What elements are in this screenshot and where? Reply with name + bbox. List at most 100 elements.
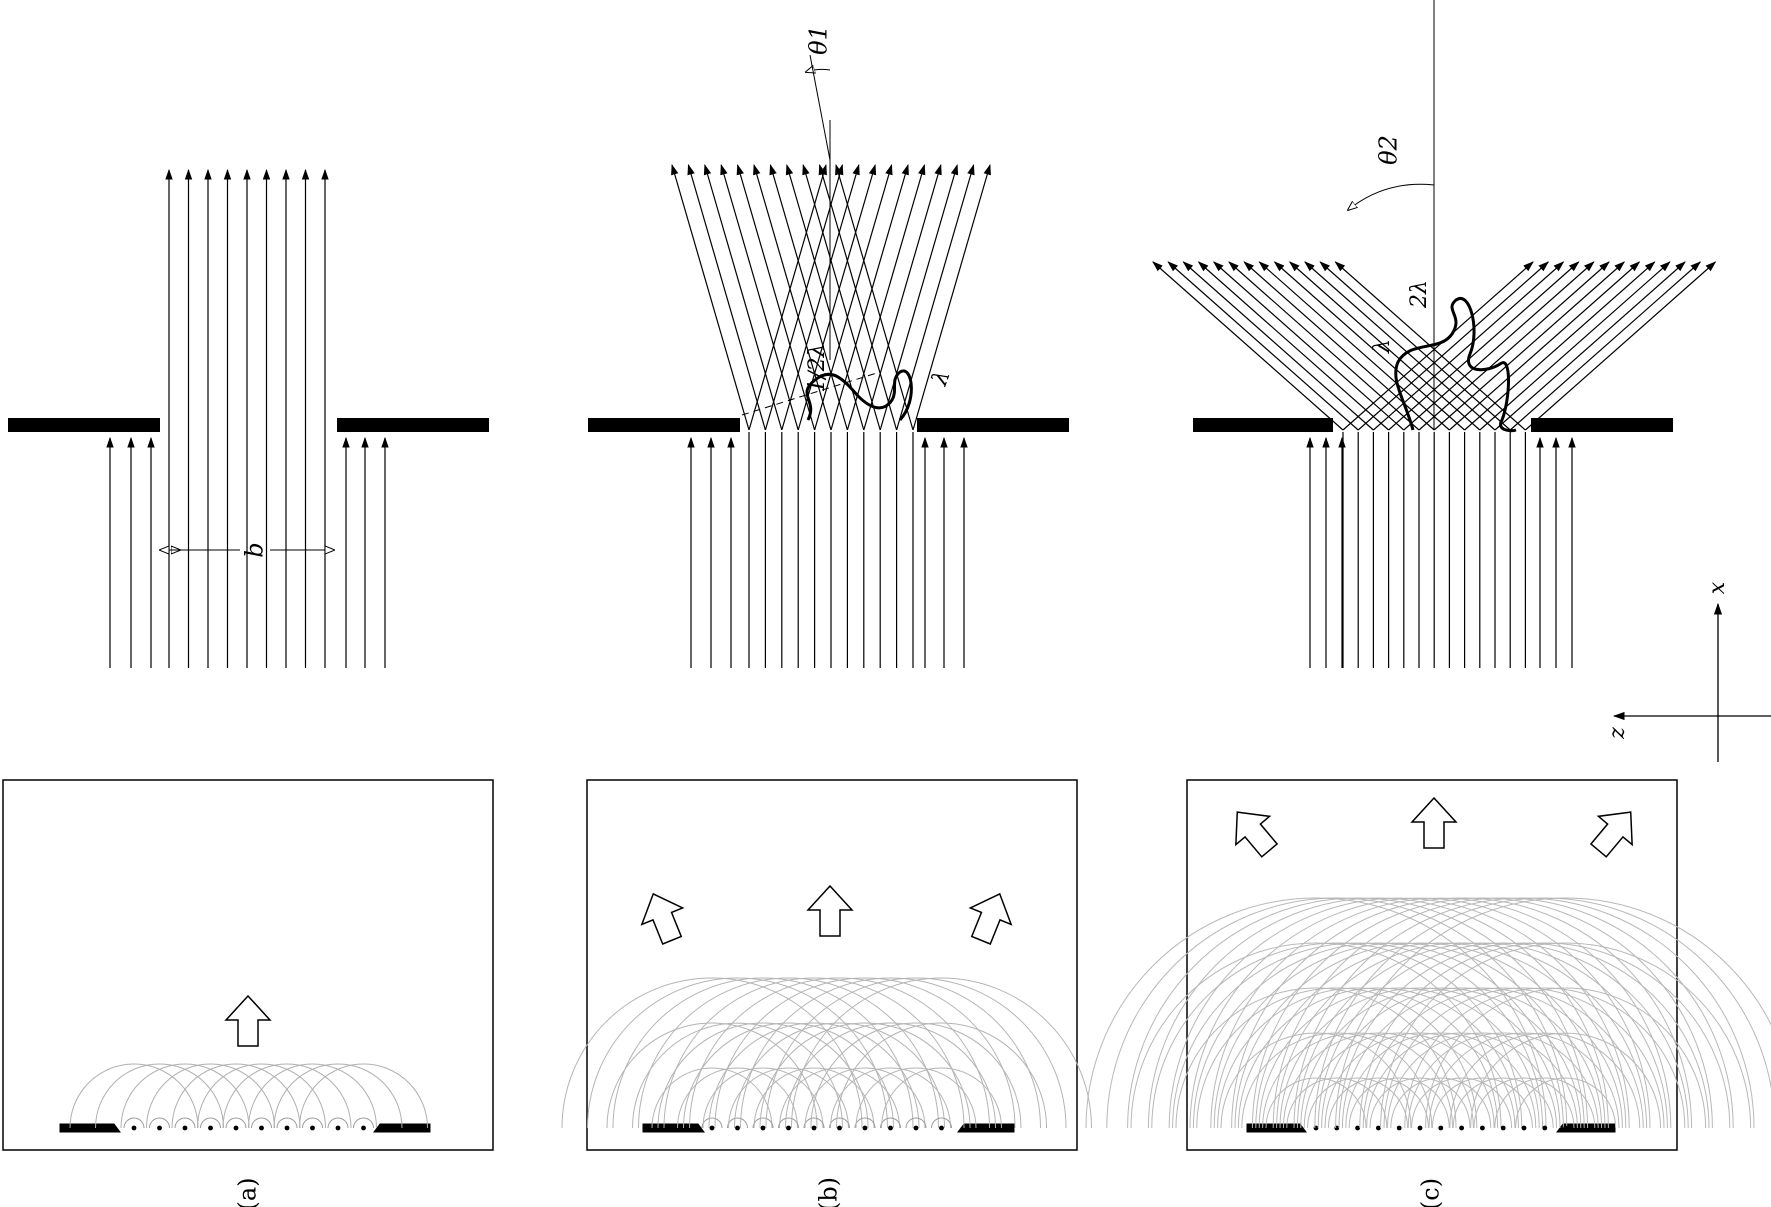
wavelets-a — [59, 994, 431, 1133]
wavelet-c-4-9 — [1272, 897, 1734, 1129]
ray-b-diag-left-1 — [687, 163, 766, 431]
ray-c-diag-right-6 — [1433, 261, 1626, 431]
wavelet-a-large-3 — [146, 1063, 275, 1129]
ray-c-diag-right-7 — [1449, 261, 1641, 431]
caption-a: (a) — [234, 1177, 262, 1207]
wavelet-b-2-3 — [638, 977, 939, 1129]
wavelet-c-3-12 — [1380, 942, 1752, 1129]
propagation-arrow-c-right — [1589, 811, 1633, 858]
frame-c — [1085, 779, 1771, 1151]
wavelet-b-2-6 — [714, 977, 1016, 1129]
wavelet-c-0-9 — [1452, 1077, 1554, 1129]
ray-b-diag-left-5 — [753, 163, 832, 431]
wavelet-a-small-8 — [327, 1117, 349, 1129]
wavelet-b-0-2 — [702, 1067, 824, 1129]
wavelet-c-2-5 — [1279, 987, 1561, 1129]
source-a-2 — [182, 1125, 188, 1131]
ray-b-diag-right-6 — [846, 163, 926, 431]
wavelet-c-2-2 — [1217, 987, 1499, 1129]
wavelet-c-3-5 — [1234, 942, 1606, 1129]
wavelet-c-2-7 — [1321, 987, 1603, 1129]
source-b-3 — [786, 1125, 791, 1131]
ray-c-diag-left-8 — [1273, 261, 1465, 431]
propagation-arrow-b-center — [806, 884, 854, 937]
ray-c-diag-left-0 — [1152, 261, 1344, 431]
wavelet-b-1-4 — [708, 1022, 920, 1129]
wavelet-b-1-8 — [810, 1022, 1022, 1129]
ray-b-diag-left-0 — [671, 163, 750, 431]
wavelet-c-4-10 — [1293, 897, 1755, 1129]
source-b-0 — [709, 1125, 715, 1131]
source-c-7 — [1459, 1125, 1464, 1131]
wavelet-c-2-4 — [1258, 987, 1540, 1129]
wavelet-a-small-5 — [251, 1117, 272, 1129]
wavelet-a-small-7 — [302, 1117, 323, 1129]
ray-c-diag-left-1 — [1167, 261, 1359, 431]
wavelets-c — [1085, 796, 1771, 1133]
wavelet-b-0-0 — [651, 1067, 773, 1129]
wavelet-a-large-8 — [273, 1063, 403, 1129]
axis-z-label: z — [1605, 727, 1630, 740]
ray-c-diag-left-2 — [1182, 261, 1374, 431]
ray-b-diag-left-8 — [802, 163, 881, 431]
ray-b-diag-right-0 — [748, 163, 827, 431]
wavelet-a-small-6 — [276, 1117, 298, 1129]
wavelet-c-0-2 — [1307, 1077, 1409, 1129]
caption-b: (b) — [815, 1177, 843, 1207]
wavelet-a-small-1 — [149, 1117, 170, 1129]
wavelet-c-3-3 — [1192, 942, 1564, 1129]
source-a-7 — [310, 1125, 315, 1131]
wavelet-c-1-5 — [1324, 1032, 1516, 1129]
wavelet-b-2-9 — [791, 977, 1092, 1129]
source-c-4 — [1396, 1125, 1402, 1131]
frame-a — [2, 779, 494, 1151]
source-b-1 — [735, 1125, 740, 1131]
ray-b-diag-right-10 — [912, 163, 991, 431]
ray-b-diag-left-9 — [818, 163, 898, 431]
wavelet-c-0-8 — [1431, 1077, 1533, 1129]
wavelet-c-1-2 — [1262, 1032, 1454, 1129]
wavelet-c-0-11 — [1494, 1077, 1596, 1129]
lambda-label-c: λ — [1370, 339, 1395, 354]
ray-b-diag-right-2 — [781, 163, 860, 431]
wavelet-c-0-10 — [1473, 1077, 1575, 1129]
wavelet-b-0-5 — [779, 1067, 900, 1129]
source-c-6 — [1438, 1125, 1444, 1131]
wavelet-c-4-12 — [1335, 897, 1771, 1129]
wavelet-b-0-9 — [881, 1067, 1002, 1129]
wavelet-c-1-7 — [1366, 1032, 1558, 1129]
wavelet-c-2-1 — [1196, 987, 1478, 1129]
wave-c — [1394, 296, 1517, 433]
wavelet-b-1-9 — [836, 1022, 1047, 1129]
ray-b-diag-right-5 — [830, 163, 909, 431]
screen-right-a — [337, 418, 489, 432]
wavelet-a-large-7 — [248, 1063, 377, 1129]
wavelet-a-large-5 — [197, 1063, 326, 1129]
wavelet-c-0-4 — [1348, 1077, 1450, 1129]
wavelet-c-2-6 — [1300, 987, 1582, 1129]
wavelet-c-4-1 — [1106, 897, 1568, 1129]
wavelet-c-3-9 — [1317, 942, 1689, 1129]
axis-x-label: x — [1705, 581, 1730, 594]
wavelet-b-2-2 — [612, 977, 914, 1129]
propagation-arrow-b-left — [640, 892, 685, 945]
wavelet-c-3-8 — [1296, 942, 1668, 1129]
ray-b-diag-left-7 — [785, 163, 865, 431]
wavelet-c-3-7 — [1276, 942, 1648, 1129]
wavelet-a-small-0 — [123, 1117, 145, 1129]
ray-c-diag-right-2 — [1373, 261, 1565, 431]
propagation-arrow-c-center — [1410, 796, 1458, 849]
ray-b-diag-left-2 — [703, 163, 783, 431]
source-b-8 — [913, 1125, 919, 1131]
source-b-5 — [837, 1125, 842, 1131]
wavelet-a-large-0 — [69, 1063, 199, 1129]
ray-b-diag-right-4 — [814, 163, 893, 431]
wavelet-b-2-8 — [765, 977, 1067, 1129]
ray-b-diag-left-4 — [736, 163, 816, 431]
wavelet-a-small-3 — [200, 1117, 221, 1129]
ray-c-diag-left-3 — [1197, 261, 1389, 431]
wavelet-c-1-9 — [1407, 1032, 1599, 1129]
wavelet-b-2-7 — [740, 977, 1041, 1129]
wavelet-a-large-6 — [222, 1063, 352, 1129]
wavelet-b-2-5 — [689, 977, 990, 1129]
